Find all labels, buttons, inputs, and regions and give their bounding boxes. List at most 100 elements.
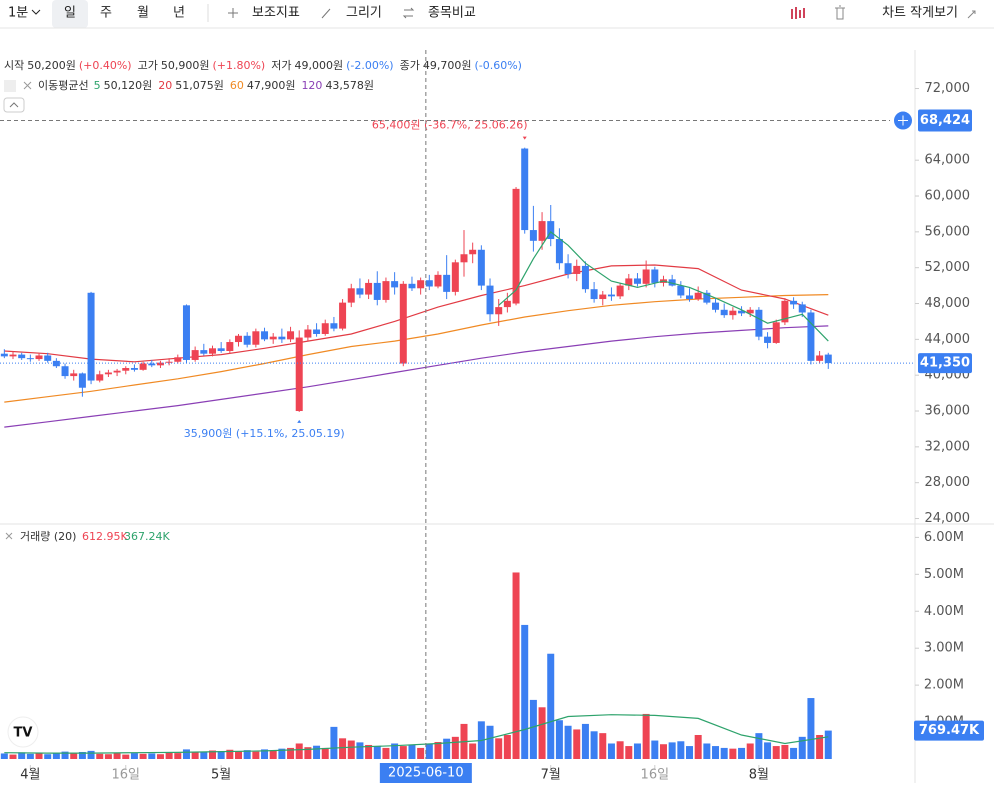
x-tick-label: 7월 [541,768,561,783]
y-tick-label: 64,000 [925,153,971,168]
volume-bar [625,746,633,759]
volume-bar [573,729,581,759]
indicator-icon[interactable] [791,7,805,19]
volume-bar [313,745,321,759]
volume-bar [694,734,702,759]
y-tick-label: 52,000 [925,260,971,275]
period-button[interactable]: 주 [100,6,112,21]
ma-value: 43,578원 [325,79,374,92]
date-badge-label: 2025-06-10 [388,766,464,781]
volume-bar [295,743,303,759]
period-button[interactable]: 년 [173,6,185,21]
candle-body [564,263,572,274]
volume-bar [330,726,338,759]
ma-legend: 이동평균선 5 50,120원 20 51,075원 60 47,900원 120 43,57… [3,79,374,113]
legend-item: (+1.80%) [212,59,265,72]
candle-body [148,363,156,366]
volume-bar [746,743,754,759]
y-tick-label: 44,000 [925,332,971,347]
period-button[interactable]: 일 [64,6,76,21]
candle-body [104,372,112,375]
volume-ma-line [4,714,829,754]
ma-line [4,325,829,428]
volume-bar [104,754,112,759]
candle-body [330,323,338,329]
candle-body [304,329,312,338]
close-icon [5,532,13,540]
volume-bar [0,753,8,759]
candle-body [521,148,529,231]
legend-item: (+0.40%) [79,59,132,72]
volume-bar [425,743,433,759]
collapse-icon [9,102,19,108]
candle-body [816,355,824,361]
candle-body [70,373,78,377]
volume-bar [738,747,746,759]
legend-item: 49,000원 [294,59,343,72]
x-tick-label: 5월 [211,768,231,783]
volume-bar [720,747,728,759]
volume-bar [633,743,641,759]
candle-body [35,355,43,360]
period-button[interactable]: 월 [137,6,149,21]
candle-body [529,230,537,241]
ma-label: 이동평균선 [38,79,89,92]
volume-bar [26,753,34,759]
interval-select[interactable]: 1분 [8,6,28,21]
candle-body [451,262,459,292]
candle-body [200,350,208,354]
tool-button[interactable]: 그리기 [346,6,382,21]
volume-bar [243,750,251,759]
volume-bar [755,733,763,759]
candle-body [824,354,832,364]
volume-bar [495,738,503,759]
candle-body [226,342,234,351]
ma-period: 5 [94,79,101,92]
volume-bar [764,742,772,759]
collapse-button[interactable] [3,97,25,113]
candle-body [798,304,806,313]
candle-body [44,355,52,361]
volume-legend: 거래량 (20) 612.95K 367.24K [5,530,170,543]
candle-body [590,289,598,300]
candle-body [633,278,641,284]
candle-body [555,239,563,264]
plus-icon [228,8,238,18]
candle-body [599,294,607,300]
tool-button[interactable]: 보조지표 [252,6,300,21]
volume-bar [772,746,780,759]
candle-body [443,274,451,292]
candle-body [313,329,321,334]
legend-item: 49,700원 [423,59,472,72]
volume-bar [590,731,598,759]
ma-value: 50,120원 [104,79,153,92]
x-tick-label: 8월 [749,768,769,783]
date-badge [379,763,472,783]
candle-body [625,278,633,286]
candle-body [417,280,425,289]
x-tick-label: 16일 [641,768,670,783]
candle-body [486,285,494,315]
legend-item: (-2.00%) [346,59,394,72]
x-tick-label: 16일 [112,768,141,783]
candle-body [321,323,329,334]
volume-bar [391,743,399,759]
shrink-button[interactable]: 차트 작게보기 [882,6,958,21]
candle-body [425,280,433,287]
volume-bar [191,752,199,759]
volume-bar [44,754,52,759]
candle-body [365,282,373,295]
volume-bar [174,753,182,759]
trash-icon[interactable] [835,5,845,20]
tool-button[interactable]: 종목비교 [428,6,476,21]
legend-item: 50,200원 [27,59,76,72]
candle-body [469,249,477,255]
volume-bar [790,747,798,759]
ma-period: 20 [158,79,172,92]
candle-body [122,368,130,371]
volume-bar [408,744,416,759]
ma-period: 60 [230,79,244,92]
candle-body [694,292,702,300]
